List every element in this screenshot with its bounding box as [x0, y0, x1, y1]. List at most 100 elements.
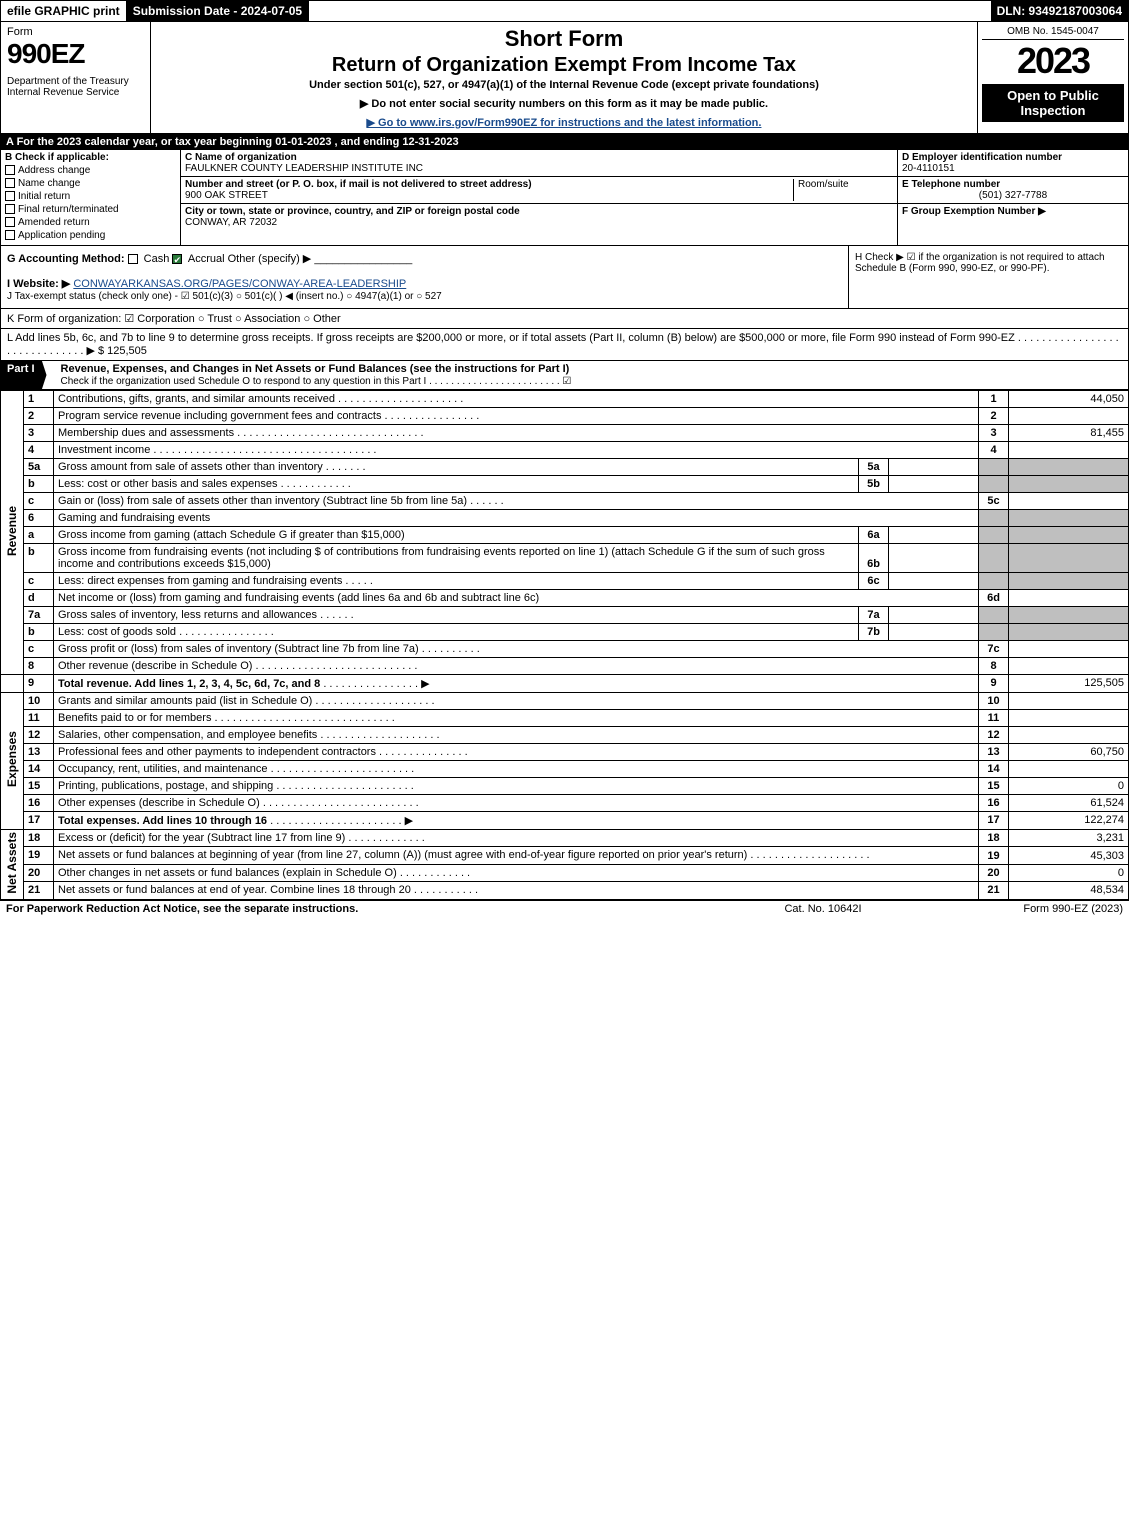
line-val: [1009, 710, 1129, 727]
shaded-cell: [1009, 527, 1129, 544]
line-val: 125,505: [1009, 675, 1129, 693]
footer-right: Form 990-EZ (2023): [923, 903, 1123, 915]
ssn-note: ▶ Do not enter social security numbers o…: [161, 97, 967, 110]
line-ref: 13: [979, 744, 1009, 761]
line-desc: Less: cost or other basis and sales expe…: [54, 476, 859, 493]
shaded-cell: [979, 607, 1009, 624]
submission-date: Submission Date - 2024-07-05: [127, 1, 309, 21]
shaded-cell: [979, 624, 1009, 641]
shaded-cell: [979, 459, 1009, 476]
line-num: 21: [24, 882, 54, 899]
cb-cash[interactable]: [128, 254, 138, 264]
col-c-org-info: C Name of organization FAULKNER COUNTY L…: [181, 150, 898, 245]
shaded-cell: [979, 527, 1009, 544]
b-header: B Check if applicable:: [5, 152, 176, 163]
c-addr-value: 900 OAK STREET: [185, 190, 268, 201]
expenses-section-label: Expenses: [1, 693, 24, 830]
line-ref: 6d: [979, 590, 1009, 607]
line-desc: Gain or (loss) from sale of assets other…: [54, 493, 979, 510]
sub-ref: 7b: [859, 624, 889, 641]
footer-left: For Paperwork Reduction Act Notice, see …: [6, 903, 723, 915]
cb-address-change[interactable]: Address change: [5, 165, 176, 176]
row-h: H Check ▶ ☑ if the organization is not r…: [848, 246, 1128, 308]
i-label: I Website: ▶: [7, 278, 70, 290]
shaded-cell: [1009, 573, 1129, 590]
line-desc: Program service revenue including govern…: [54, 408, 979, 425]
line-desc: Contributions, gifts, grants, and simila…: [54, 391, 979, 408]
line-ref: 17: [979, 812, 1009, 830]
line-val: [1009, 493, 1129, 510]
line-desc: Benefits paid to or for members . . . . …: [54, 710, 979, 727]
line-num: 20: [24, 864, 54, 881]
dept-label: Department of the Treasury Internal Reve…: [7, 76, 144, 98]
f-grp-block: F Group Exemption Number ▶: [898, 204, 1128, 219]
c-name-value: FAULKNER COUNTY LEADERSHIP INSTITUTE INC: [185, 163, 423, 174]
cb-label: Initial return: [18, 191, 70, 202]
cb-initial-return[interactable]: Initial return: [5, 191, 176, 202]
sub-ref: 5b: [859, 476, 889, 493]
line-val: 0: [1009, 778, 1129, 795]
line-num: 16: [24, 795, 54, 812]
line-desc: Other changes in net assets or fund bala…: [54, 864, 979, 881]
revenue-section-label: Revenue: [1, 391, 24, 675]
h-text: H Check ▶ ☑ if the organization is not r…: [855, 252, 1105, 274]
line-num: d: [24, 590, 54, 607]
cb-final-return[interactable]: Final return/terminated: [5, 204, 176, 215]
line-num: c: [24, 573, 54, 590]
line-num: b: [24, 624, 54, 641]
shaded-cell: [1009, 624, 1129, 641]
line-desc: Less: direct expenses from gaming and fu…: [54, 573, 859, 590]
cb-amended-return[interactable]: Amended return: [5, 217, 176, 228]
header-left: Form 990EZ Department of the Treasury In…: [1, 22, 151, 133]
c-addr-label: Number and street (or P. O. box, if mail…: [185, 179, 532, 190]
sub-val: [889, 607, 979, 624]
goto-link-text[interactable]: ▶ Go to www.irs.gov/Form990EZ for instru…: [367, 117, 762, 129]
cb-application-pending[interactable]: Application pending: [5, 230, 176, 241]
line-num: b: [24, 544, 54, 573]
d-ein-label: D Employer identification number: [902, 152, 1062, 163]
line-ref: 5c: [979, 493, 1009, 510]
sub-val: [889, 476, 979, 493]
cb-name-change[interactable]: Name change: [5, 178, 176, 189]
line-num: 2: [24, 408, 54, 425]
line-ref: 1: [979, 391, 1009, 408]
header-center: Short Form Return of Organization Exempt…: [151, 22, 978, 133]
website-link[interactable]: CONWAYARKANSAS.ORG/PAGES/CONWAY-AREA-LEA…: [73, 278, 406, 290]
line-ref: 18: [979, 830, 1009, 847]
top-bar: efile GRAPHIC print Submission Date - 20…: [0, 0, 1129, 22]
line-ref: 20: [979, 864, 1009, 881]
footer-center: Cat. No. 10642I: [723, 903, 923, 915]
page-footer: For Paperwork Reduction Act Notice, see …: [0, 900, 1129, 917]
line-desc: Printing, publications, postage, and shi…: [54, 778, 979, 795]
c-room-label: Room/suite: [798, 179, 849, 190]
line-num: 1: [24, 391, 54, 408]
c-city-value: CONWAY, AR 72032: [185, 217, 277, 228]
col-def: D Employer identification number 20-4110…: [898, 150, 1128, 245]
line-desc: Investment income . . . . . . . . . . . …: [54, 442, 979, 459]
e-tel-label: E Telephone number: [902, 179, 1000, 190]
sub-ref: 6c: [859, 573, 889, 590]
part-i-header: Part I Revenue, Expenses, and Changes in…: [0, 361, 1129, 390]
efile-label[interactable]: efile GRAPHIC print: [1, 1, 127, 21]
cash-label: Cash: [144, 253, 170, 265]
section-bcdef: B Check if applicable: Address change Na…: [0, 150, 1129, 246]
line-num: 19: [24, 847, 54, 864]
return-title: Return of Organization Exempt From Incom…: [161, 54, 967, 77]
line-ref: 19: [979, 847, 1009, 864]
line-ref: 7c: [979, 641, 1009, 658]
line-val: 3,231: [1009, 830, 1129, 847]
open-public-badge: Open to Public Inspection: [982, 84, 1124, 122]
line-ref: 15: [979, 778, 1009, 795]
line-num: 13: [24, 744, 54, 761]
e-tel-value: (501) 327-7788: [902, 190, 1124, 201]
goto-link[interactable]: ▶ Go to www.irs.gov/Form990EZ for instru…: [161, 116, 967, 129]
shaded-cell: [1009, 459, 1129, 476]
line-num: 10: [24, 693, 54, 710]
line-ref: 12: [979, 727, 1009, 744]
sub-ref: 6a: [859, 527, 889, 544]
line-val: 61,524: [1009, 795, 1129, 812]
cb-accrual[interactable]: ✔: [172, 254, 182, 264]
shaded-cell: [979, 510, 1009, 527]
short-form-title: Short Form: [161, 26, 967, 52]
line-ref: 8: [979, 658, 1009, 675]
